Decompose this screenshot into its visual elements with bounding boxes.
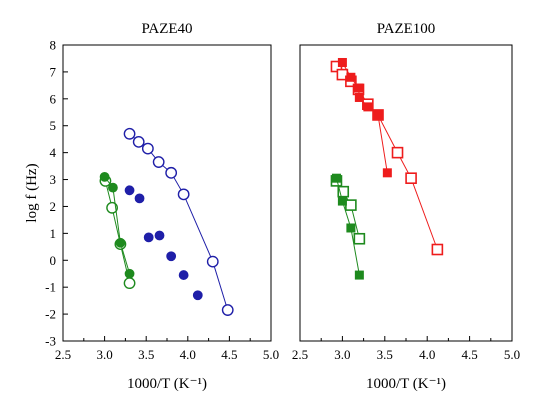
data-point xyxy=(337,57,347,67)
y-tick-label: -3 xyxy=(45,334,56,349)
x-tick-label: 4.0 xyxy=(180,347,196,362)
plot-frame xyxy=(62,44,272,342)
data-point xyxy=(354,270,364,280)
y-tick-label: 4 xyxy=(50,145,57,160)
y-axis-title: log f (Hz) xyxy=(24,163,40,222)
plot-frame xyxy=(299,44,513,342)
y-tick-label: 5 xyxy=(50,118,57,133)
y-tick-label: 8 xyxy=(50,38,57,53)
data-point xyxy=(346,223,356,233)
data-point xyxy=(143,232,154,243)
data-point xyxy=(354,83,364,93)
y-tick-label: 2 xyxy=(50,199,57,214)
data-point xyxy=(405,172,417,184)
x-tick-label: 4.5 xyxy=(221,347,237,362)
x-tick-label: 3.0 xyxy=(334,347,350,362)
x-tick-label: 2.5 xyxy=(55,347,71,362)
data-point xyxy=(99,171,110,182)
y-tick-label: 0 xyxy=(50,253,57,268)
panel-paze40: PAZE40 1000/T (K⁻¹) log f (Hz) 2.5 3.0 3.5… xyxy=(24,21,279,392)
data-point xyxy=(124,268,135,279)
x-axis-title: 1000/T (K⁻¹) xyxy=(366,376,446,392)
data-point xyxy=(178,270,189,280)
x-tick-label: 3.0 xyxy=(96,347,112,362)
panel-paze100: PAZE100 1000/T (K⁻¹) 2.5 3.0 3.5 4.0 4.5 5.0 xyxy=(292,21,520,392)
data-point xyxy=(132,135,145,148)
data-marks xyxy=(99,127,234,316)
x-tick-label: 4.5 xyxy=(461,347,477,362)
y-tick-label: -1 xyxy=(45,280,56,295)
data-point xyxy=(115,237,126,248)
x-tick-label: 4.0 xyxy=(419,347,435,362)
x-axis-title: 1000/T (K⁻¹) xyxy=(127,376,207,392)
data-point xyxy=(221,304,234,316)
data-point xyxy=(353,232,366,245)
data-point xyxy=(331,173,341,183)
x-tick-label: 5.0 xyxy=(504,347,520,362)
data-point xyxy=(206,255,219,268)
fit-line xyxy=(104,180,131,284)
fit-line xyxy=(129,133,229,311)
panel-title: PAZE40 xyxy=(141,21,192,37)
data-point xyxy=(373,110,383,120)
x-tick-label: 2.5 xyxy=(292,347,308,362)
y-tick-label: 6 xyxy=(50,91,57,106)
data-point xyxy=(345,199,357,211)
data-point xyxy=(354,92,364,102)
y-tick-label: 7 xyxy=(50,64,57,79)
fit-line xyxy=(336,178,360,276)
fit-line xyxy=(336,66,438,250)
axis-ticks: 2.5 3.0 3.5 4.0 4.5 5.0 xyxy=(292,336,520,362)
panel-title: PAZE100 xyxy=(377,21,436,37)
data-point xyxy=(363,102,373,112)
x-tick-label: 3.5 xyxy=(138,347,154,362)
data-point xyxy=(134,193,145,204)
x-tick-label: 5.0 xyxy=(263,347,279,362)
y-tick-label: 3 xyxy=(50,172,57,187)
data-point xyxy=(165,166,178,179)
data-point xyxy=(337,196,347,206)
fit-line xyxy=(104,176,131,274)
data-marks xyxy=(330,57,444,280)
axis-ticks: 2.5 3.0 3.5 4.0 4.5 5.0 -3 -2 -1 0 1 2 3 4 5 6 7 8 xyxy=(45,38,279,363)
data-point xyxy=(431,243,444,256)
y-tick-label: 1 xyxy=(50,226,57,241)
data-point xyxy=(166,251,177,262)
data-point xyxy=(346,72,356,82)
data-point xyxy=(141,142,154,155)
data-point xyxy=(123,277,136,290)
x-tick-label: 3.5 xyxy=(377,347,393,362)
data-point xyxy=(192,290,203,301)
data-point xyxy=(177,188,190,201)
data-point xyxy=(391,146,404,159)
data-point xyxy=(123,127,136,140)
data-point xyxy=(106,201,118,214)
data-point xyxy=(108,182,118,193)
data-point xyxy=(152,156,165,168)
data-point xyxy=(154,230,165,241)
data-point xyxy=(382,168,392,178)
data-point xyxy=(124,185,135,196)
y-tick-label: -2 xyxy=(45,307,56,322)
